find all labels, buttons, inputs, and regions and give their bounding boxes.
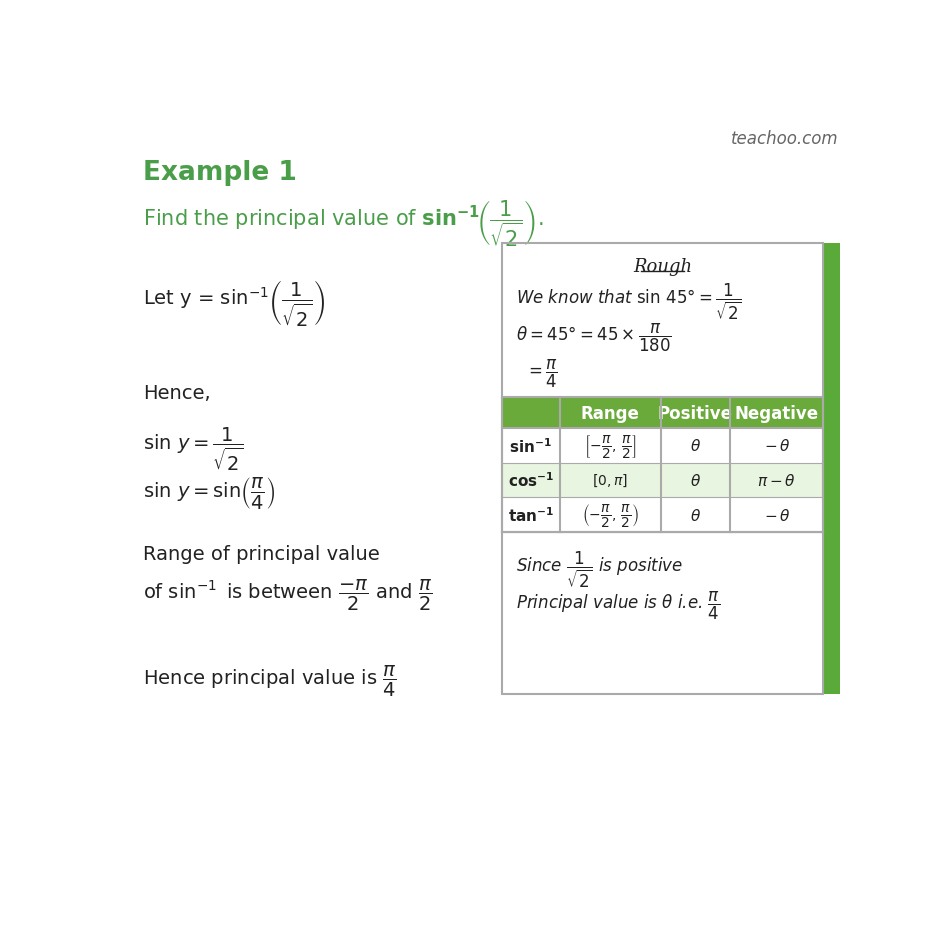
Text: Rough: Rough [632,258,691,276]
Text: Let y = $\sin^{-1}\!\left(\dfrac{1}{\sqrt{2}}\right)$: Let y = $\sin^{-1}\!\left(\dfrac{1}{\sqr… [143,278,325,329]
Bar [501,244,822,694]
Text: $\theta = 45° = 45 \times \dfrac{\pi}{180}$: $\theta = 45° = 45 \times \dfrac{\pi}{18… [515,321,671,353]
Text: teachoo.com: teachoo.com [731,130,838,148]
Text: $-\,\theta$: $-\,\theta$ [763,507,789,523]
Text: Hence principal value is $\dfrac{\pi}{4}$: Hence principal value is $\dfrac{\pi}{4}… [143,664,396,699]
Text: of $\sin^{-1}$ is between $\dfrac{-\pi}{2}$ and $\dfrac{\pi}{2}$: of $\sin^{-1}$ is between $\dfrac{-\pi}{… [143,577,432,612]
Text: $\left(-\dfrac{\pi}{2},\,\dfrac{\pi}{2}\right)$: $\left(-\dfrac{\pi}{2},\,\dfrac{\pi}{2}\… [582,501,638,529]
Text: Example 1: Example 1 [143,160,296,185]
Text: $\theta$: $\theta$ [689,473,700,489]
Text: $= \dfrac{\pi}{4}$: $= \dfrac{\pi}{4}$ [525,358,557,390]
Text: Range: Range [581,404,639,422]
Bar [501,429,822,464]
Text: Positive: Positive [657,404,733,422]
Text: $-\,\theta$: $-\,\theta$ [763,438,789,454]
Text: $\left[-\dfrac{\pi}{2},\,\dfrac{\pi}{2}\right]$: $\left[-\dfrac{\pi}{2},\,\dfrac{\pi}{2}\… [583,432,636,460]
Bar [501,464,822,497]
Text: Negative: Negative [734,404,818,422]
Text: $\mathbf{cos^{-1}}$: $\mathbf{cos^{-1}}$ [507,471,553,490]
Text: $\sin\,y = \sin\!\left(\dfrac{\pi}{4}\right)$: $\sin\,y = \sin\!\left(\dfrac{\pi}{4}\ri… [143,475,275,511]
Text: $\mathbf{tan^{-1}}$: $\mathbf{tan^{-1}}$ [507,506,553,525]
Bar [501,397,822,429]
Text: Principal value is $\theta$ i.e. $\dfrac{\pi}{4}$: Principal value is $\theta$ i.e. $\dfrac… [515,589,719,621]
Text: $\theta$: $\theta$ [689,507,700,523]
Text: $\theta$: $\theta$ [689,438,700,454]
Bar [501,244,822,694]
Text: $\sin\,y = \dfrac{1}{\sqrt{2}}$: $\sin\,y = \dfrac{1}{\sqrt{2}}$ [143,425,244,472]
Text: Find the principal value of $\mathbf{sin^{-1}}\!\left(\dfrac{1}{\sqrt{2}}\right): Find the principal value of $\mathbf{sin… [143,198,543,248]
Bar [822,244,839,694]
Text: $\mathbf{sin^{-1}}$: $\mathbf{sin^{-1}}$ [509,437,551,455]
Text: Range of principal value: Range of principal value [143,544,379,563]
Text: Hence,: Hence, [143,384,211,403]
Text: $\pi - \theta$: $\pi - \theta$ [756,473,796,489]
Text: $[0,\pi]$: $[0,\pi]$ [592,472,628,489]
Bar [501,497,822,532]
Text: Since $\dfrac{1}{\sqrt{2}}$ is positive: Since $\dfrac{1}{\sqrt{2}}$ is positive [515,549,683,590]
Text: We know that $\sin\,45° = \dfrac{1}{\sqrt{2}}$: We know that $\sin\,45° = \dfrac{1}{\sqr… [515,281,741,321]
